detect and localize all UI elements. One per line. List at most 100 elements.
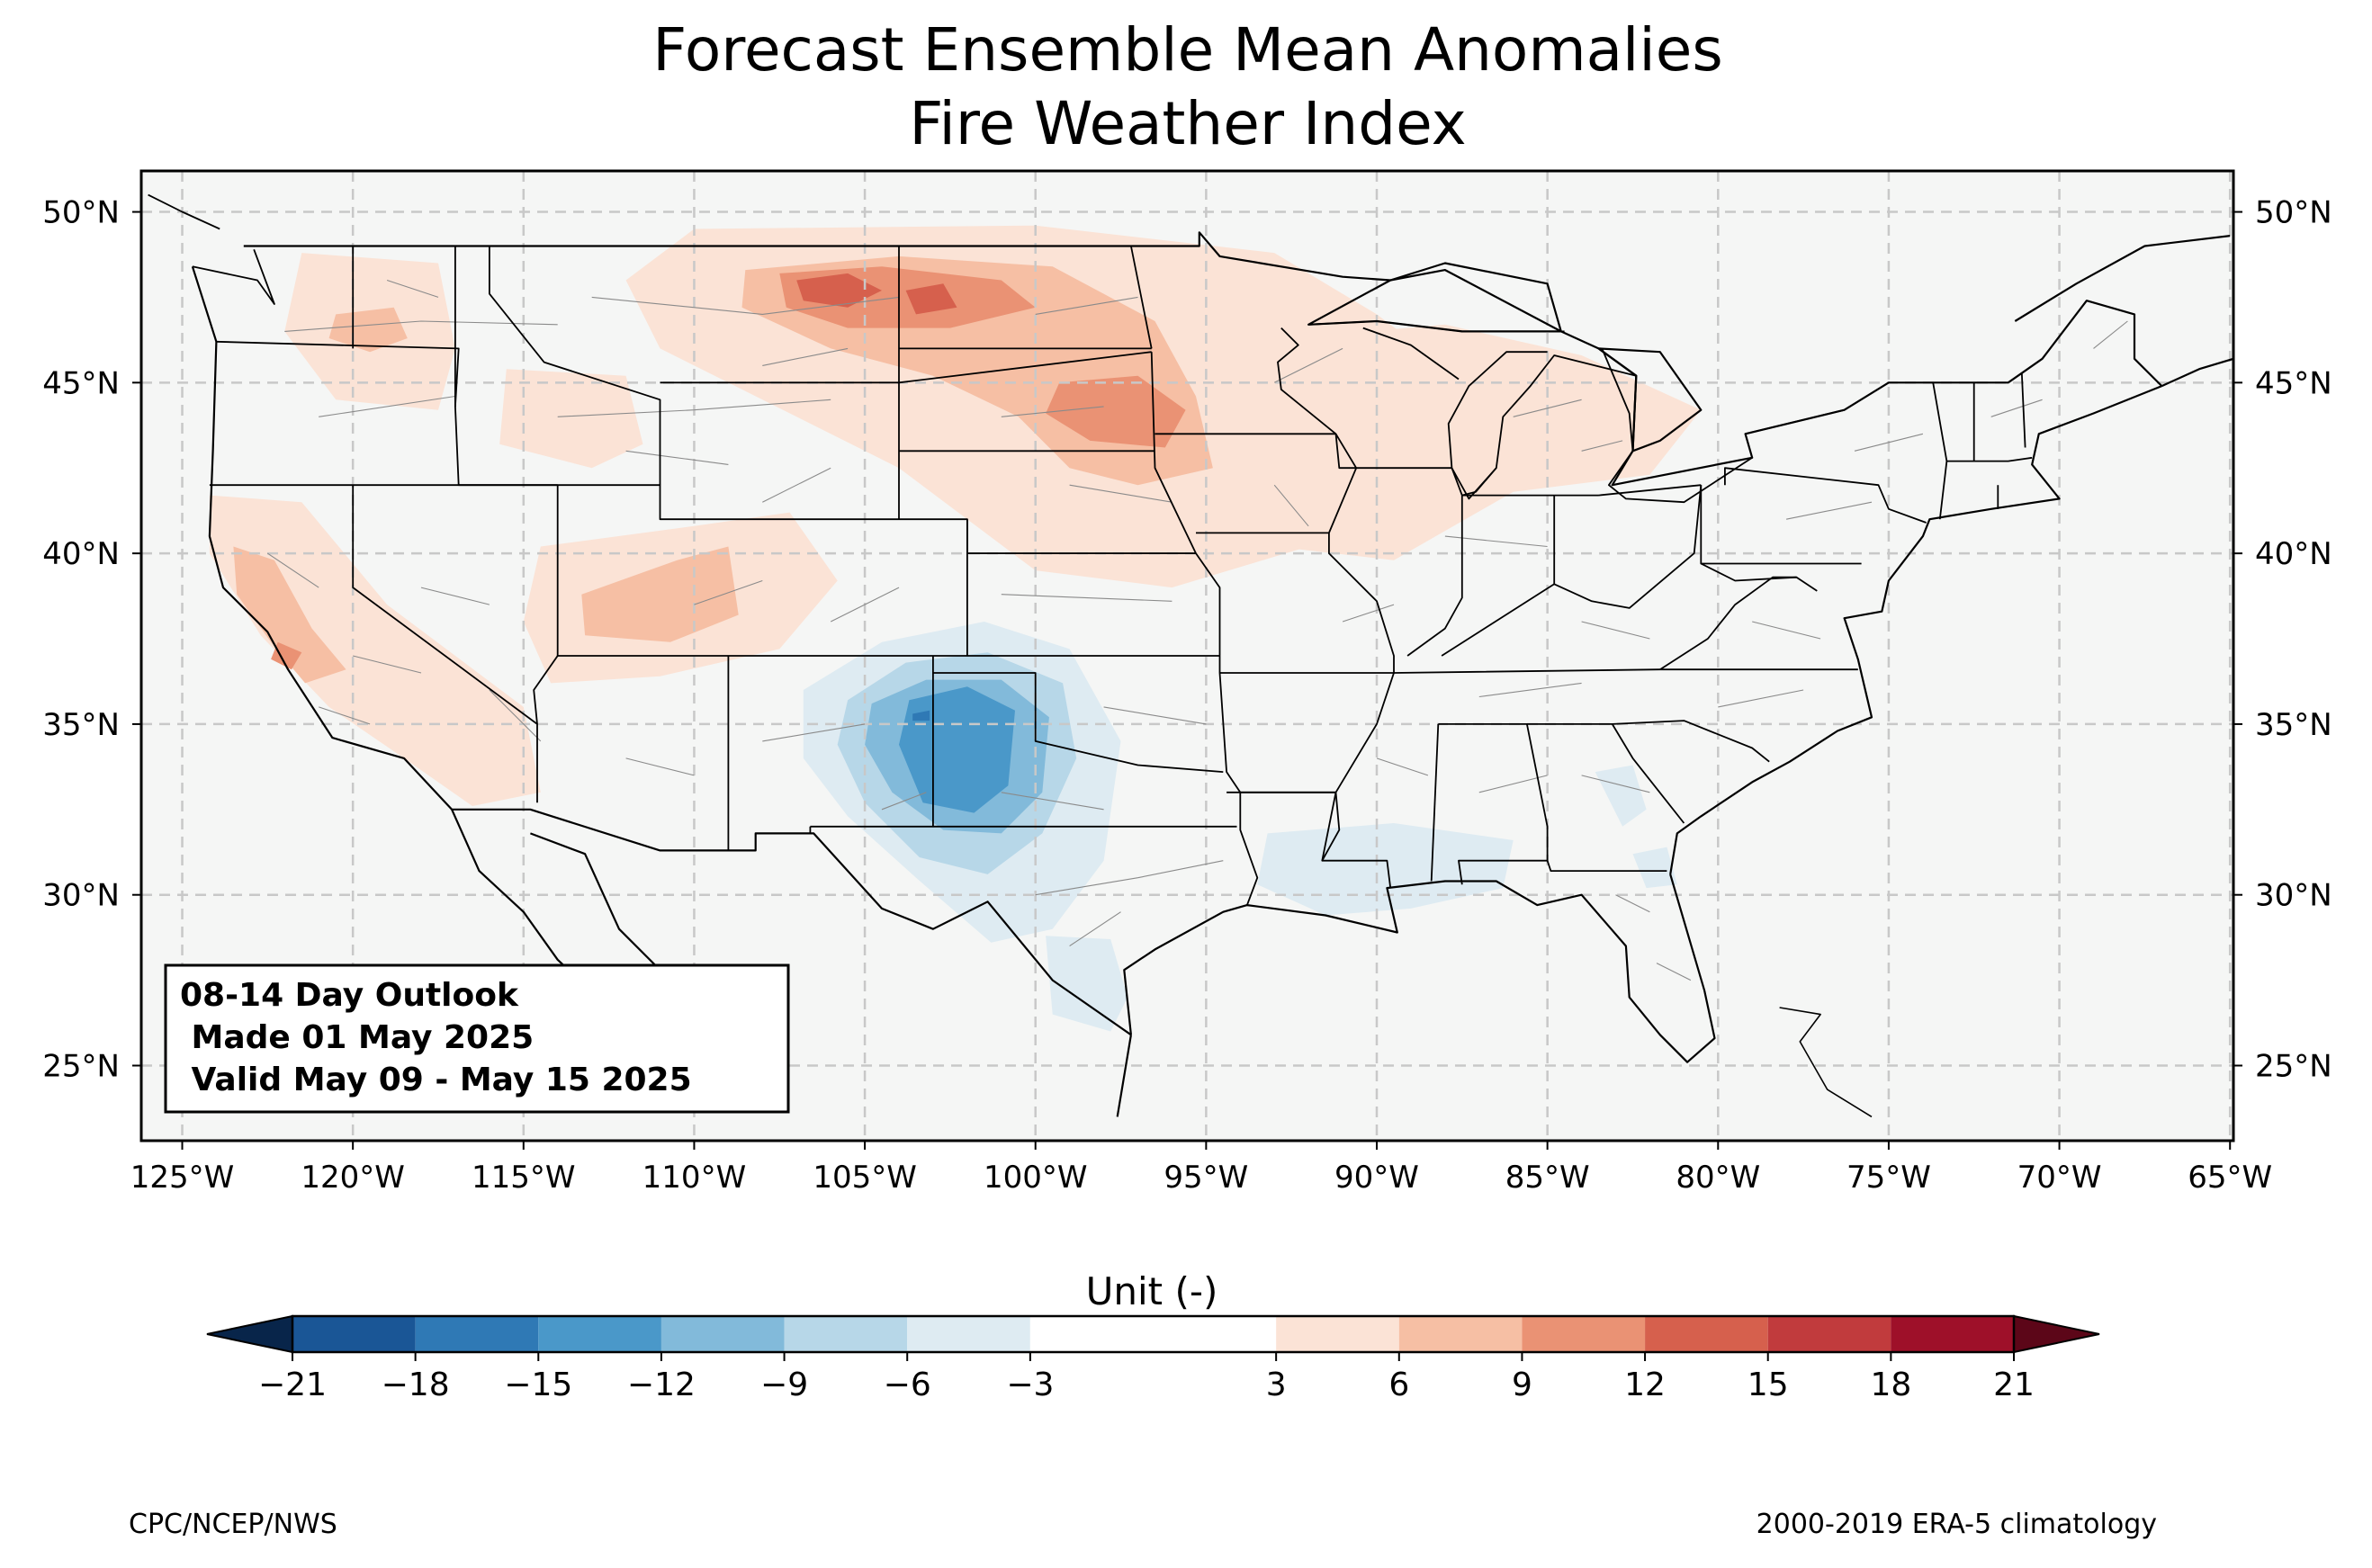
lon-tick-label-9: 80°W — [1676, 1160, 1760, 1196]
county-line-42 — [2093, 320, 2128, 349]
state-line-12 — [932, 672, 1224, 773]
lat-tick-label-right-4: 45°N — [2255, 365, 2332, 401]
map-frame — [139, 169, 2235, 1142]
county-line-33 — [830, 587, 900, 623]
colorbar-under-arrow — [206, 1314, 293, 1354]
county-line-21 — [1581, 775, 1650, 793]
county-line-28 — [353, 655, 422, 674]
lon-tick-label-1: 120°W — [301, 1160, 405, 1196]
anomaly-contour-12 — [271, 641, 302, 670]
anomaly-contour-9 — [499, 369, 643, 469]
state-line-31 — [1441, 485, 1703, 657]
lat-tick-label-right-5: 50°N — [2255, 195, 2332, 231]
state-line-28 — [1406, 495, 1463, 657]
outlook-line1: 08-14 Day Outlook — [180, 977, 519, 1014]
lon-tick-label-11: 70°W — [2017, 1160, 2102, 1196]
anomaly-contour-19 — [912, 710, 930, 721]
state-line-24 — [1277, 327, 1452, 470]
anomaly-contour-4 — [796, 273, 882, 308]
state-line-39 — [1724, 467, 1927, 524]
state-line-3 — [489, 246, 661, 486]
state-line-56 — [148, 193, 220, 230]
st-lawrence — [2014, 235, 2231, 322]
lon-tick-label-10: 75°W — [1846, 1160, 1931, 1196]
colorbar-tick-label-11: 15 — [1748, 1366, 1789, 1403]
state-line-2 — [660, 351, 1152, 384]
state-line-55 — [192, 248, 275, 305]
mexico-gulf-coast — [1116, 1035, 1132, 1117]
lon-tick-label-12: 65°W — [2188, 1160, 2272, 1196]
state-line-25 — [1321, 433, 1395, 862]
state-line-14 — [1150, 352, 1259, 906]
canada-coast — [2161, 357, 2233, 388]
colorbar-bin-2 — [538, 1316, 661, 1352]
county-line-2 — [591, 296, 900, 315]
county-line-36 — [762, 467, 831, 503]
county-line-29 — [420, 587, 490, 605]
colorbar-bin-6 — [1029, 1316, 1277, 1352]
us-canada-border — [243, 231, 2163, 487]
lat-tick-label-left-5: 50°N — [42, 195, 120, 231]
county-line-23 — [1752, 621, 1821, 640]
state-line-9 — [533, 655, 559, 724]
chart-title-line2: Fire Weather Index — [909, 89, 1466, 158]
colorbar-bin-8 — [1398, 1316, 1523, 1352]
county-line-4 — [625, 450, 729, 465]
anomaly-contour-22 — [1595, 765, 1647, 827]
map-area: 125°W 120°W 115°W 110°W 105°W 100°W 95°W 90°W 85… — [42, 169, 2332, 1196]
county-line-44 — [319, 706, 371, 725]
lon-tick-label-2: 115°W — [472, 1160, 576, 1196]
axis-ticks: 125°W 120°W 115°W 110°W 105°W 100°W 95°W 90°W 85… — [42, 195, 2332, 1196]
colorbar-bin-5 — [907, 1316, 1030, 1352]
county-line-43 — [266, 552, 319, 588]
lat-tick-label-right-2: 35°N — [2255, 707, 2332, 743]
county-line-3 — [557, 399, 831, 417]
state-line-54 — [1598, 484, 1702, 497]
anomaly-contour-23 — [1632, 847, 1677, 889]
lon-tick-label-8: 85°W — [1505, 1160, 1590, 1196]
colorbar-bin-3 — [660, 1316, 785, 1352]
county-line-32 — [762, 723, 866, 742]
colorbar-tick-label-0: −21 — [258, 1366, 327, 1403]
colorbar-bin-7 — [1276, 1316, 1399, 1352]
outlook-line3: Valid May 09 - May 15 2025 — [180, 1062, 692, 1098]
lon-tick-label-0: 125°W — [130, 1160, 235, 1196]
lat-tick-label-right-1: 30°N — [2255, 878, 2332, 914]
county-line-14 — [1273, 484, 1309, 527]
county-line-26 — [1581, 440, 1623, 452]
anomaly-contour-20 — [1257, 823, 1514, 916]
colorbar-bin-1 — [415, 1316, 539, 1352]
state-line-41 — [1659, 576, 1797, 670]
county-line-35 — [386, 279, 439, 298]
colorbar-bin-4 — [784, 1316, 908, 1352]
lat-tick-label-left-0: 25°N — [42, 1048, 120, 1084]
state-line-40 — [1700, 562, 1818, 592]
county-line-1 — [319, 395, 455, 417]
state-line-52 — [1745, 408, 1845, 435]
lon-tick-label-6: 95°W — [1164, 1160, 1248, 1196]
bahamas — [1779, 1007, 1873, 1118]
georgian-bay — [1597, 347, 1703, 452]
outlook-line2: Made 01 May 2025 — [180, 1019, 534, 1056]
county-line-13 — [1273, 347, 1343, 383]
state-line-46 — [2020, 372, 2026, 448]
state-line-7 — [352, 485, 538, 803]
county-line-17 — [1581, 621, 1650, 640]
colorbar-label: Unit (-) — [1086, 1269, 1218, 1313]
colorbar-tick-label-6: −3 — [1006, 1366, 1054, 1403]
county-line-31 — [625, 757, 695, 776]
state-line-5 — [216, 340, 460, 407]
anomaly-contour-8 — [328, 307, 408, 353]
colorbar-bin-10 — [1645, 1316, 1768, 1352]
footer-climatology: 2000-2019 ERA-5 climatology — [1757, 1509, 2157, 1540]
lat-tick-label-left-3: 40°N — [42, 536, 120, 572]
lake-superior — [1307, 262, 1562, 333]
colorbar-tick-label-7: 3 — [1266, 1366, 1287, 1403]
colorbar-over-arrow — [2013, 1314, 2100, 1354]
colorbar: Unit (-) −21 −18 −15 −12 −9 −6 −3 3 6 9 12 15 18 21 — [206, 1269, 2100, 1403]
lat-tick-label-left-1: 30°N — [42, 878, 120, 914]
gulf-coast — [1123, 874, 1716, 1063]
state-line-51 — [1601, 348, 1753, 504]
state-line-53 — [1461, 467, 1497, 497]
anomaly-contour-11 — [233, 546, 346, 684]
